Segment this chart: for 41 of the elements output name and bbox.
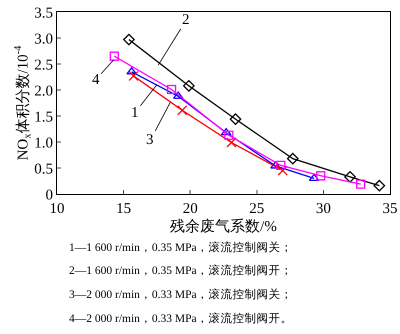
point bbox=[286, 152, 299, 164]
text: 2—1 600 r/min，0.35 MPa，滚流控制阀开； bbox=[69, 263, 293, 277]
point bbox=[226, 137, 237, 148]
y-tick-label: 2.0 bbox=[34, 83, 53, 100]
annotation: 2 bbox=[182, 12, 190, 28]
point bbox=[344, 170, 356, 183]
point bbox=[230, 113, 242, 125]
point bbox=[183, 80, 195, 92]
point bbox=[373, 180, 386, 192]
text: 1—1 600 r/min，0.35 MPa，滚流控制阀关； bbox=[69, 240, 293, 254]
x-tick-label: 25 bbox=[249, 201, 264, 217]
text: 4—2 000 r/min，0.33 MPa，滚流控制阀开。 bbox=[69, 311, 293, 325]
point bbox=[177, 105, 188, 116]
point bbox=[224, 130, 234, 140]
annotation: 1 bbox=[131, 105, 138, 121]
x-tick-label: 35 bbox=[382, 201, 398, 217]
x-tick-label: 30 bbox=[316, 201, 331, 217]
x-tick-label: 20 bbox=[182, 201, 198, 217]
point bbox=[166, 84, 176, 94]
y-tick-label: 1.0 bbox=[34, 135, 53, 152]
point bbox=[110, 52, 119, 61]
point bbox=[276, 160, 286, 170]
y-tick-label: 3.5 bbox=[34, 5, 53, 22]
annotation: 3 bbox=[146, 132, 154, 148]
point bbox=[220, 128, 232, 136]
point bbox=[128, 70, 139, 82]
y-tick-label: 3.0 bbox=[34, 31, 53, 48]
point bbox=[356, 179, 366, 189]
x-tick-label: 15 bbox=[116, 201, 132, 217]
y-tick-label: 0 bbox=[46, 187, 53, 204]
x-tick-label: 10 bbox=[50, 201, 64, 217]
point bbox=[278, 165, 288, 176]
y-tick-label: 2.5 bbox=[34, 57, 53, 74]
point bbox=[316, 171, 326, 180]
point bbox=[308, 174, 320, 182]
annotation: 4 bbox=[92, 72, 100, 88]
y-tick-label: 0.5 bbox=[34, 161, 53, 178]
x-axis-title: 残余废气系数/% bbox=[170, 218, 277, 235]
y-tick-label: 1.5 bbox=[34, 109, 53, 126]
text: 3—2 000 r/min，0.33 MPa，滚流控制阀关； bbox=[69, 287, 293, 301]
point bbox=[123, 34, 135, 46]
